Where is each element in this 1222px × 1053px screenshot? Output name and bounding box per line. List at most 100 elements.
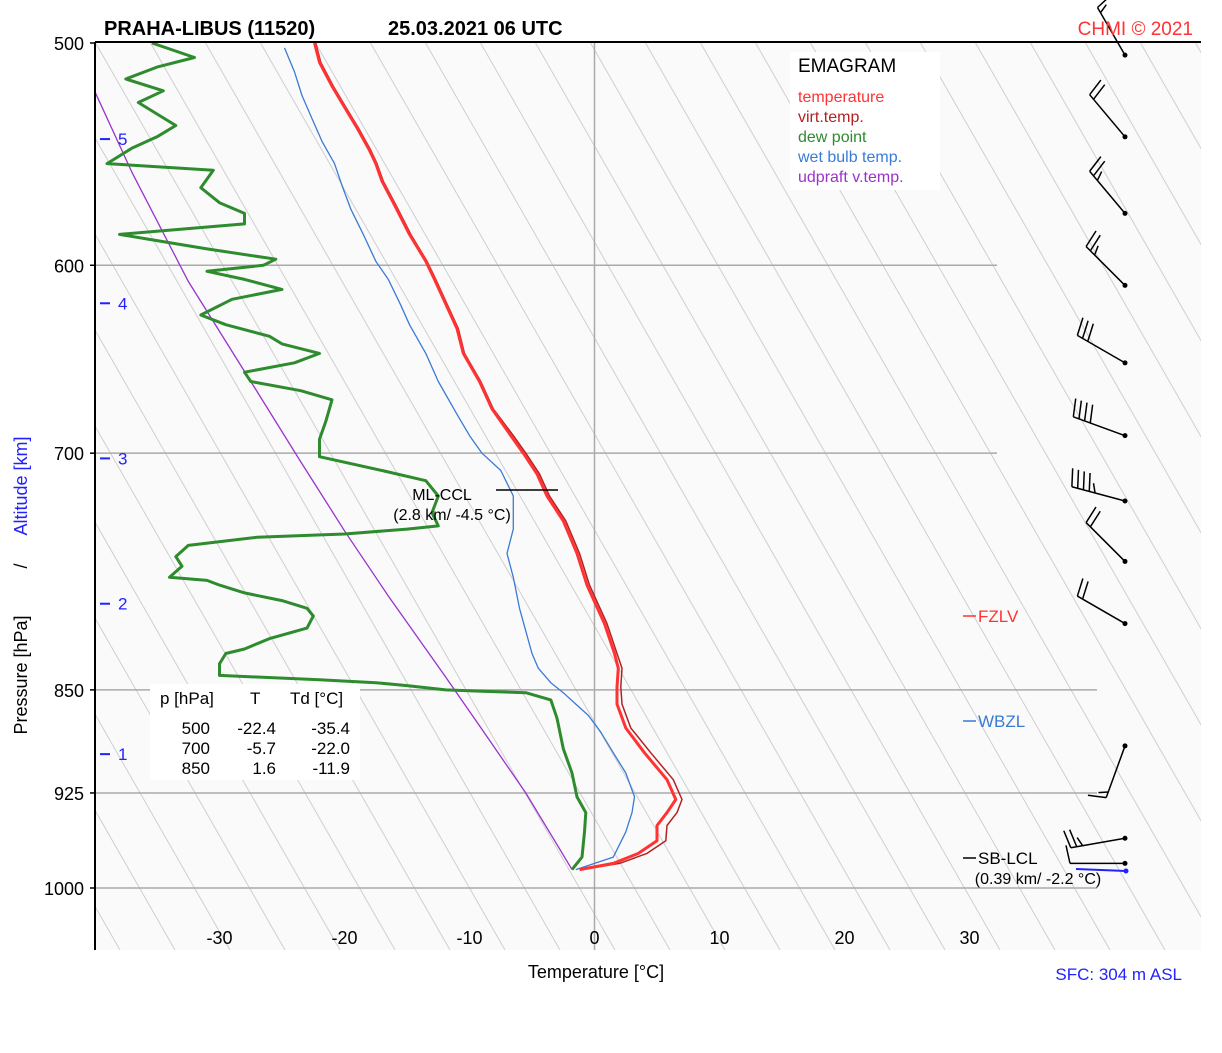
x-tick-label: -20 [331, 928, 357, 948]
levels-table-box [150, 684, 360, 780]
table-cell: 1.6 [252, 759, 276, 778]
table-cell: -5.7 [247, 739, 276, 758]
wind-barb-shaft [1071, 486, 1126, 502]
diagonal-grid-line [534, 42, 1056, 950]
wind-barb-feather [1071, 468, 1074, 487]
wind-barb-station [1122, 835, 1128, 841]
wind-barb-shaft [1076, 334, 1126, 364]
station-title: PRAHA-LIBUS (11520) [104, 18, 315, 40]
table-cell: -22.4 [237, 719, 276, 738]
x-tick-label: 30 [959, 928, 979, 948]
diagonal-grid-line [259, 42, 781, 950]
diagonal-grid-line [1029, 42, 1201, 342]
levels-table-header-td: Td [°C] [290, 689, 343, 708]
sb-lcl-label: SB-LCL [978, 849, 1038, 868]
x-tick-label: 0 [589, 928, 599, 948]
wind-barb-station [1122, 360, 1128, 366]
altitude-tick-label: 2 [118, 595, 127, 614]
wind-barb-station [1122, 860, 1128, 866]
y-tick-label: 500 [54, 34, 84, 54]
levels-table-header-t: T [250, 689, 260, 708]
wind-barb-station [1122, 282, 1128, 288]
wind-barb-feather [1092, 483, 1096, 494]
diagonal-grid-line [589, 42, 1111, 950]
wind-barb-feather [1087, 323, 1095, 342]
diagonal-grid-line [754, 42, 1201, 822]
wind-barb-shaft [1076, 595, 1126, 625]
ml-ccl-annotation: ML-CCL (2.8 km/ -4.5 °C) [393, 487, 558, 524]
wind-barb-feather [1089, 79, 1102, 96]
wind-barb-feather [1063, 830, 1072, 849]
altitude-tick-label: 5 [118, 130, 127, 149]
fzlv-annotation: FZLV [963, 607, 1019, 626]
surface-elevation: SFC: 304 m ASL [1055, 965, 1182, 984]
copyright-credit: CHMI © 2021 [1078, 19, 1193, 40]
wind-barb-station [1122, 498, 1128, 504]
diagonal-grid-line [95, 42, 616, 950]
table-cell: 700 [182, 739, 210, 758]
sounding-datetime: 25.03.2021 06 UTC [388, 18, 563, 40]
wind-barb-station [1122, 210, 1128, 216]
wbzl-annotation: WBZL [963, 712, 1025, 731]
wind-barb-shaft [1096, 7, 1126, 56]
wind-barb-shaft [1089, 94, 1126, 138]
wind-barb-feather [1081, 581, 1089, 600]
pressure-grid [95, 42, 1097, 950]
y-tick-label: 600 [54, 256, 84, 276]
wind-barb-feather [1076, 578, 1084, 597]
diagonal-grid-line [864, 42, 1201, 630]
diagonal-grid-line [919, 42, 1201, 534]
altitude-tick-label: 4 [118, 294, 127, 313]
diagonal-grid-line [95, 233, 506, 950]
x-axis-title: Temperature [°C] [528, 962, 664, 982]
wind-barb-station [1122, 558, 1128, 564]
x-tick-label: -30 [206, 928, 232, 948]
wind-barb-feather [1088, 472, 1091, 492]
wind-barb-feather [1098, 791, 1109, 794]
diagonal-grid-line [809, 42, 1201, 726]
wind-barb-station [1122, 621, 1128, 627]
wbzl-label: WBZL [978, 712, 1025, 731]
wind-barb-feather [1072, 398, 1077, 417]
x-tick-label: -10 [456, 928, 482, 948]
diagonal-grid-line [424, 42, 946, 950]
legend-title: EMAGRAM [798, 56, 896, 77]
diagonal-grid-line [95, 329, 451, 950]
surface-wind-segment [1075, 868, 1127, 872]
ml-ccl-value: (2.8 km/ -4.5 °C) [393, 507, 511, 524]
wind-barb-feather [1076, 317, 1084, 336]
wind-barb-feather [1087, 794, 1107, 799]
diagonal-grid-line [95, 521, 341, 950]
diagonal-grid-line [699, 42, 1201, 918]
y-tick-label: 1000 [44, 879, 84, 899]
diagonal-grid-line [204, 42, 726, 950]
table-cell: 850 [182, 759, 210, 778]
diagonal-grid-line [95, 425, 396, 950]
altitude-tick-label: 3 [118, 449, 127, 468]
y-tick-label: 700 [54, 444, 84, 464]
x-tick-label: 20 [834, 928, 854, 948]
wind-barb-shaft [1085, 245, 1126, 286]
updraft-line [95, 90, 573, 870]
legend-box [790, 52, 940, 190]
diagonal-grid-line [95, 713, 231, 950]
diagonal-grid-line [479, 42, 1001, 950]
levels-table: p [hPa] T Td [°C] 500 -22.4 -35.4 700 -5… [150, 684, 360, 780]
y-axis-separator: / [11, 563, 31, 568]
wind-barb-feather [1085, 230, 1097, 247]
wind-barb-station [1122, 134, 1128, 140]
wind-barb-shaft [1105, 745, 1126, 798]
table-cell: 500 [182, 719, 210, 738]
wind-barb-shaft [1070, 837, 1126, 849]
wind-barb-feather [1085, 506, 1097, 523]
diagonal-grid-line [149, 42, 671, 950]
altitude-tick-label: 1 [118, 745, 127, 764]
legend-item-temperature: temperature [798, 89, 884, 106]
wind-barb-feather [1076, 837, 1084, 847]
table-cell: -35.4 [311, 719, 350, 738]
wind-barb-station [1122, 433, 1128, 439]
wet-bulb-line [283, 47, 636, 871]
sb-lcl-annotation: SB-LCL (0.39 km/ -2.2 °C) [963, 849, 1129, 888]
